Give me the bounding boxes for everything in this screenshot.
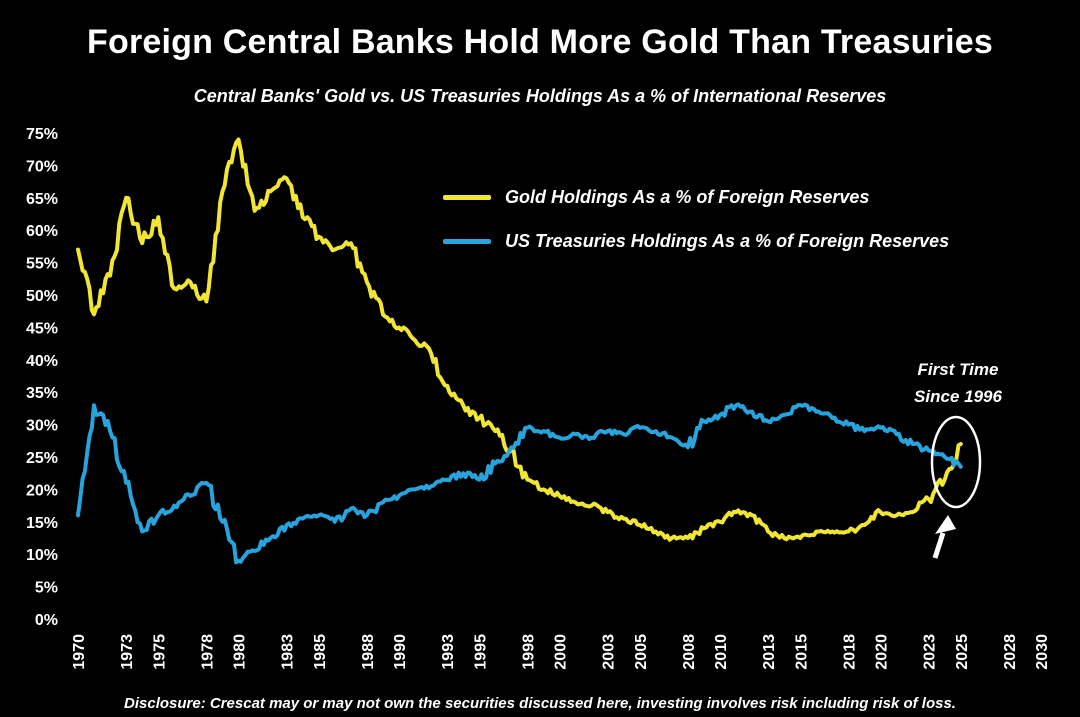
x-axis-tick-label: 2030: [1034, 634, 1051, 670]
x-axis-tick-label: 2008: [681, 634, 698, 670]
annotation-text: First Time Since 1996: [914, 356, 1002, 410]
x-axis-tick-label: 1995: [472, 634, 489, 670]
x-axis-tick-label: 1990: [392, 634, 409, 670]
x-axis-tick-label: 2018: [841, 634, 858, 670]
x-axis-tick-label: 2013: [761, 634, 778, 670]
y-axis-tick-label: 75%: [26, 126, 58, 143]
x-axis-tick-label: 2010: [713, 634, 730, 670]
x-axis-tick-label: 2005: [633, 634, 650, 670]
y-axis-tick-label: 25%: [26, 450, 58, 467]
x-axis-tick-label: 2000: [553, 634, 570, 670]
y-axis-tick-label: 70%: [26, 158, 58, 175]
gold-line-swatch: [443, 194, 491, 200]
x-axis-tick-label: 1973: [119, 634, 136, 670]
x-axis-tick-label: 1993: [440, 634, 457, 670]
legend-item-treasuries: US Treasuries Holdings As a % of Foreign…: [443, 227, 949, 255]
y-axis-tick-label: 0%: [35, 612, 58, 629]
x-axis-tick-label: 2020: [874, 634, 891, 670]
x-axis-tick-label: 1980: [232, 634, 249, 670]
annotation-line-2: Since 1996: [914, 387, 1002, 406]
x-axis-tick-label: 1998: [520, 634, 537, 670]
x-axis-tick-label: 1988: [360, 634, 377, 670]
page-title: Foreign Central Banks Hold More Gold Tha…: [87, 23, 993, 61]
y-axis-tick-label: 15%: [26, 515, 58, 532]
x-axis-tick-label: 2025: [954, 634, 971, 670]
x-axis-tick-label: 1970: [71, 634, 88, 670]
x-axis-tick-label: 2023: [922, 634, 939, 670]
y-axis-tick-label: 55%: [26, 256, 58, 273]
legend-label-gold: Gold Holdings As a % of Foreign Reserves: [505, 186, 870, 207]
y-axis-tick-label: 50%: [26, 288, 58, 305]
y-axis-tick-label: 5%: [35, 580, 58, 597]
annotation-arrow-shaft: [932, 532, 946, 559]
y-axis-tick-label: 35%: [26, 385, 58, 402]
treasuries-line: [76, 402, 963, 565]
annotation-ellipse: [930, 415, 982, 509]
x-axis-tick-label: 1985: [312, 634, 329, 670]
x-axis-tick-label: 1983: [280, 634, 297, 670]
y-axis-tick-label: 60%: [26, 223, 58, 240]
x-axis-tick-label: 2003: [601, 634, 618, 670]
y-axis-tick-label: 10%: [26, 547, 58, 564]
chart-legend: Gold Holdings As a % of Foreign Reserves…: [443, 183, 949, 255]
chart-subtitle: Central Banks' Gold vs. US Treasuries Ho…: [193, 86, 887, 106]
legend-label-treasuries: US Treasuries Holdings As a % of Foreign…: [505, 230, 950, 251]
gold-line: [76, 137, 963, 542]
x-axis-tick-label: 1978: [199, 634, 216, 670]
legend-item-gold: Gold Holdings As a % of Foreign Reserves: [443, 183, 949, 211]
treasuries-line-swatch: [443, 238, 491, 244]
disclosure-text: Disclosure: Crescat may or may not own t…: [124, 695, 956, 712]
x-axis-tick-label: 2028: [1002, 634, 1019, 670]
y-axis-tick-label: 30%: [26, 418, 58, 435]
y-axis-tick-label: 45%: [26, 320, 58, 337]
y-axis-tick-label: 20%: [26, 482, 58, 499]
x-axis-tick-label: 2015: [793, 634, 810, 670]
annotation-line-1: First Time: [917, 360, 999, 379]
y-axis-tick-label: 65%: [26, 191, 58, 208]
annotation-arrow-head: [935, 515, 956, 534]
x-axis-tick-label: 1975: [151, 634, 168, 670]
y-axis-tick-label: 40%: [26, 353, 58, 370]
